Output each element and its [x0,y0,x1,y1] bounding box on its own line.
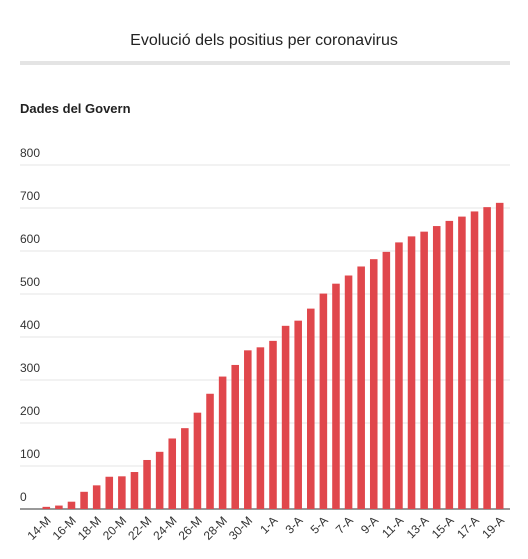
bar [244,350,252,509]
bar [231,364,239,509]
y-tick-label: 600 [20,232,40,246]
bar [155,451,164,509]
x-tick-label: 19-A [479,513,507,541]
bar [319,293,328,509]
bar [432,226,441,509]
x-tick-label: 24-M [150,513,179,542]
y-tick-label: 100 [20,447,40,461]
bar [369,259,378,509]
x-tick-label: 3-A [282,513,305,536]
x-tick-label: 17-A [454,513,482,541]
y-tick-label: 800 [20,146,40,160]
bar [395,242,403,509]
bar [105,476,114,509]
x-tick-label: 9-A [358,513,381,536]
x-tick-label: 7-A [333,513,356,536]
chart-title: Evolució dels positius per coronavirus [130,32,398,49]
bar [382,251,391,510]
bar [458,216,466,509]
x-tick-label: 22-M [125,513,154,542]
bar [67,501,76,509]
bar [256,347,265,509]
x-tick-label: 16-M [50,513,79,542]
bar [55,505,63,509]
bar [92,485,101,509]
bar [42,506,51,509]
bar [193,412,202,509]
x-tick-label: 11-A [379,513,406,540]
y-tick-label: 400 [20,318,40,332]
x-tick-label: 18-M [75,513,104,542]
x-tick-label: 14-M [24,513,53,542]
bar [218,376,227,509]
bar [206,393,214,509]
bar [143,459,151,509]
bar [130,472,139,509]
bar [80,491,88,509]
bar [344,275,353,509]
bar [407,236,416,509]
bar [307,308,315,509]
y-tick-label: 300 [20,361,40,375]
bar [470,211,479,509]
x-tick-label: 20-M [100,513,129,542]
bar [168,438,177,509]
bar [269,340,277,509]
x-tick-label: 28-M [201,513,230,542]
bar [294,320,302,509]
y-tick-label: 0 [20,490,27,504]
bar [281,325,290,509]
bar [357,266,365,509]
x-tick-label: 26-M [176,513,205,542]
y-tick-label: 700 [20,189,40,203]
y-tick-label: 500 [20,275,40,289]
x-tick-label: 15-A [429,513,457,541]
bar [118,476,126,509]
x-tick-label: 1-A [257,513,280,536]
bar [332,283,340,509]
title-rule [20,61,510,65]
bar [420,231,428,509]
x-tick-label: 5-A [308,513,331,536]
y-tick-label: 200 [20,404,40,418]
x-tick-label: 30-M [226,513,255,542]
chart-subtitle: Dades del Govern [20,101,131,116]
bar [181,428,189,509]
bar [495,202,504,509]
bar [445,220,454,509]
x-tick-label: 13-A [404,513,432,541]
bar [483,207,491,509]
